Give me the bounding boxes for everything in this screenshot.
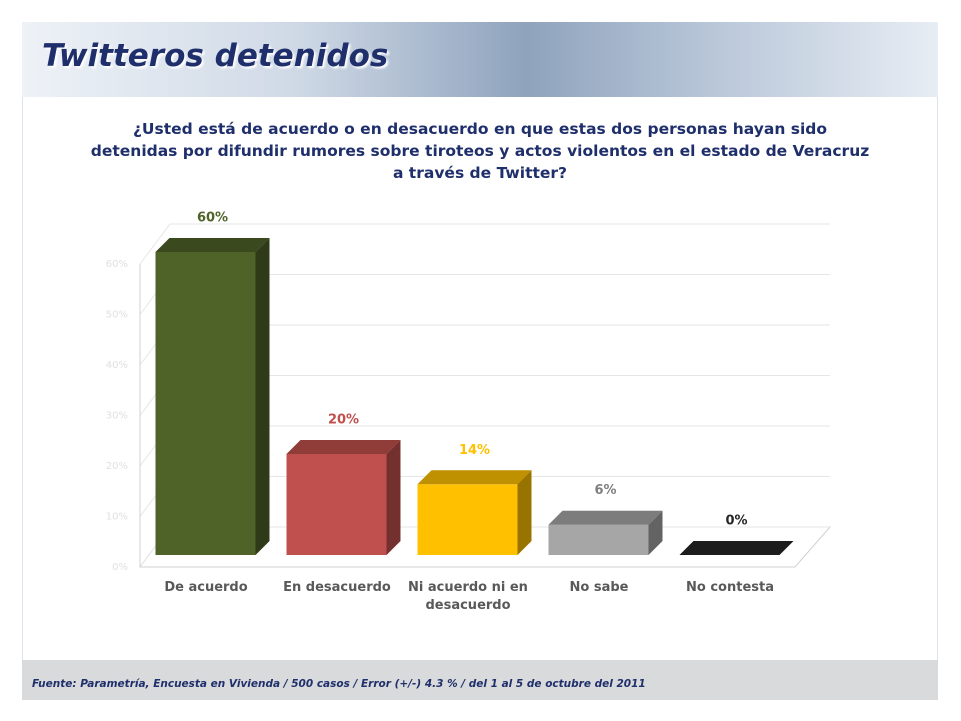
bar-face	[155, 238, 270, 252]
bar-face	[155, 238, 270, 252]
y-tick-label: 10%	[106, 512, 128, 523]
bar-face	[548, 510, 663, 525]
bar-face	[517, 470, 532, 555]
grid-line	[139, 223, 830, 265]
x-tick-label: De acuerdo	[164, 580, 248, 595]
bar-face	[155, 252, 256, 555]
bar	[548, 510, 663, 555]
x-tick-label: No sabe	[569, 580, 629, 595]
y-tick-label: 20%	[106, 461, 128, 472]
value-label: 14%	[459, 443, 490, 458]
bar-face	[648, 510, 663, 555]
bar-face	[548, 524, 649, 555]
bar-face	[417, 470, 532, 485]
bar-face	[386, 440, 401, 555]
y-tick-label: 30%	[106, 411, 128, 422]
bar-face	[679, 541, 794, 555]
value-label: 20%	[328, 413, 359, 428]
value-label: 60%	[197, 211, 228, 226]
value-label: 0%	[725, 514, 747, 529]
banner	[22, 22, 938, 97]
y-tick-label: 60%	[106, 259, 128, 270]
bar	[417, 470, 532, 555]
footer	[22, 660, 938, 700]
x-tick-label: No contesta	[686, 580, 774, 595]
bar-face	[417, 470, 532, 485]
slide-title: Twitteros detenidos	[42, 38, 389, 74]
y-tick-label: 40%	[106, 360, 128, 371]
y-tick-label: 0%	[112, 562, 128, 573]
bar-face	[255, 238, 270, 555]
bar	[679, 541, 794, 555]
bar-face	[517, 470, 532, 555]
y-tick-label: 50%	[106, 310, 128, 321]
bar-face	[286, 440, 401, 454]
chart-title: ¿Usted está de acuerdo o en desacuerdo e…	[90, 120, 870, 182]
bar-face	[548, 510, 663, 525]
x-tick-label: En desacuerdo	[283, 580, 391, 595]
bar-face	[386, 440, 401, 555]
value-label: 6%	[594, 483, 616, 498]
chart: 0% 10% 20% 30% 40% 50% 60% 60% 20% 14% 6% 0%	[106, 211, 832, 573]
bar-face	[648, 510, 663, 555]
bar-face	[255, 238, 270, 555]
x-tick-label: Ni acuerdo ni en desacuerdo	[408, 580, 528, 613]
source-note: Fuente: Parametría, Encuesta en Vivienda…	[32, 678, 646, 690]
bar-face	[679, 541, 794, 555]
bar	[155, 238, 270, 555]
bar	[286, 440, 401, 555]
bar-face	[286, 440, 401, 454]
bar-face	[286, 454, 387, 555]
bar-face	[417, 484, 518, 555]
